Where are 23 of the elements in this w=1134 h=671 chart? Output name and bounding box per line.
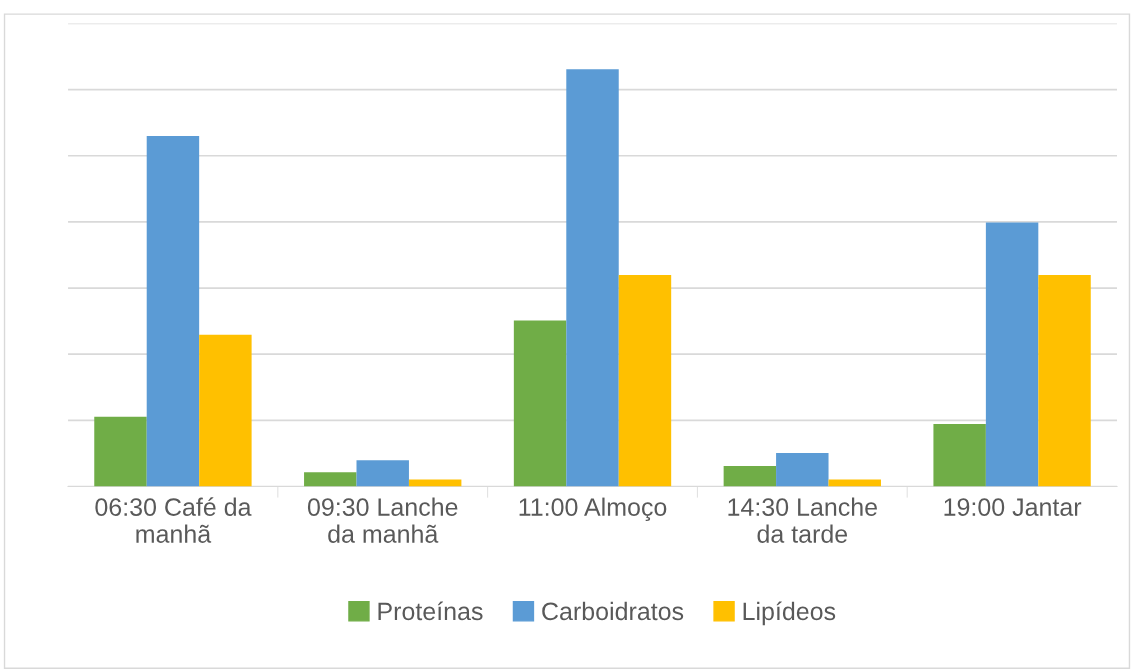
x-tick-label: 11:00 Almoço <box>519 497 667 521</box>
bar <box>304 472 357 487</box>
bar <box>408 479 462 487</box>
bar <box>356 460 409 487</box>
bar <box>985 222 1039 487</box>
bar <box>828 479 881 487</box>
bar <box>1038 275 1091 487</box>
x-tick-label: 06:30 Café da manhã <box>95 497 252 543</box>
bar <box>618 275 672 487</box>
bar <box>776 453 829 487</box>
legend-label: Proteínas <box>378 601 483 621</box>
legend-label: Lipídeos <box>743 601 836 626</box>
bar <box>933 423 986 487</box>
bar <box>146 136 200 487</box>
legend-label: Carboidratos <box>542 601 684 621</box>
x-tick-label: 19:00 Jantar <box>944 498 1082 516</box>
bar <box>723 466 777 487</box>
x-tick-label: 09:30 Lanche da manhã <box>307 497 458 543</box>
bar <box>566 69 619 487</box>
bar <box>199 334 252 487</box>
bar <box>513 320 567 487</box>
bar <box>94 416 147 487</box>
x-tick-label: 14:30 Lanche da tarde <box>728 497 877 543</box>
